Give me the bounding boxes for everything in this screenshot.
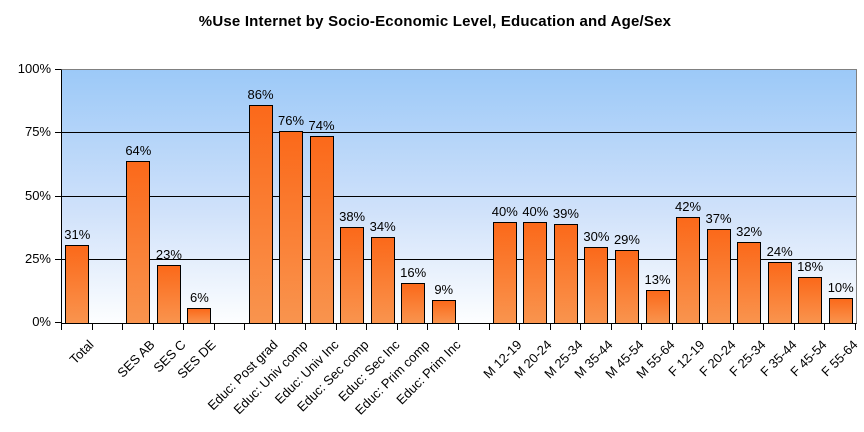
y-axis-tick-label: 0% (32, 314, 51, 329)
bar-f-45-54 (798, 277, 823, 323)
y-axis-tick-label: 75% (24, 124, 51, 140)
bar-ses-c (156, 264, 181, 323)
x-axis-tick (793, 323, 795, 330)
bar-educ-univ-comp (279, 130, 304, 323)
bar-value-label: 86% (247, 87, 274, 103)
x-axis-tick (610, 323, 612, 330)
bar-value-label: 76% (278, 112, 305, 128)
bar-m-25-34 (553, 224, 578, 323)
bar-f-55-64 (828, 297, 853, 323)
bar-ses-ab (126, 161, 151, 323)
bar-value-label: 13% (644, 272, 671, 288)
x-axis-tick (183, 323, 185, 330)
bar-value-label: 38% (339, 208, 366, 224)
x-axis-tick (824, 323, 826, 330)
x-axis-tick (580, 323, 582, 330)
bar-value-label: 6% (190, 289, 209, 305)
bar-value-label: 64% (125, 143, 152, 159)
bar-total (65, 244, 90, 323)
y-axis-tick-label: 25% (24, 250, 51, 266)
bar-m-45-54 (614, 249, 639, 323)
bar-value-label: 34% (369, 218, 396, 234)
y-axis-tick (55, 132, 61, 134)
x-axis-tick (244, 323, 246, 330)
y-axis-tick (55, 322, 61, 323)
bar-ses-de (187, 307, 212, 323)
gridline-25 (62, 258, 856, 260)
y-axis-tick-label: 100% (17, 61, 51, 76)
x-axis-tick (396, 323, 398, 330)
bar-f-20-24 (706, 229, 731, 323)
x-axis-tick (61, 323, 62, 330)
bar-f-25-34 (737, 242, 762, 323)
x-axis-tick (213, 323, 215, 330)
x-axis-tick (702, 323, 704, 330)
bar-value-label: 37% (705, 211, 732, 227)
bar-educ-prim-comp (401, 282, 426, 323)
bar-value-label: 40% (491, 203, 518, 219)
x-axis-tick (549, 323, 551, 330)
x-axis-tick (641, 323, 643, 330)
bar-educ-sec-inc (370, 236, 395, 323)
x-axis-tick (488, 323, 490, 330)
gridline-50 (62, 195, 856, 197)
bar-f-12-19 (676, 216, 701, 323)
x-axis-tick (335, 323, 337, 330)
bar-value-label: 23% (155, 246, 182, 262)
x-axis-tick (366, 323, 368, 330)
bar-value-label: 30% (583, 229, 610, 245)
x-axis-tick (855, 323, 856, 330)
x-axis-tick (274, 323, 276, 330)
x-axis-tick (732, 323, 734, 330)
plot-area: 31% 64% 23% 6% 86% 76% 74% 38% 34% 16% 9% 40% 40% 39%… (61, 69, 857, 324)
bar-educ-post-grad (248, 105, 273, 323)
bar-value-label: 32% (736, 224, 763, 240)
x-axis-tick (152, 323, 154, 330)
bar-value-label: 42% (675, 198, 702, 214)
chart-title: %Use Internet by Socio-Economic Level, E… (198, 13, 672, 30)
bar-value-label: 9% (434, 282, 454, 298)
y-axis-tick (55, 195, 61, 197)
x-axis-tick (305, 323, 307, 330)
y-axis-tick (55, 258, 61, 260)
bar-m-12-19 (492, 221, 517, 323)
gridline-75 (62, 132, 856, 134)
bar-value-label: 74% (308, 117, 335, 133)
bar-value-label: 16% (400, 264, 427, 280)
x-axis-tick (122, 323, 124, 330)
bar-m-55-64 (645, 290, 670, 323)
y-axis: 0% 25% 50% 75% 100% (0, 61, 61, 329)
bar-value-label: 31% (64, 226, 91, 242)
y-axis-tick (55, 69, 61, 70)
bar-m-20-24 (523, 221, 548, 323)
bar-f-35-44 (767, 262, 792, 323)
x-axis-tick (519, 323, 521, 330)
bar-value-label: 29% (613, 231, 640, 247)
x-axis-tick (671, 323, 673, 330)
x-axis-tick (427, 323, 429, 330)
bar-educ-prim-inc (431, 300, 456, 323)
bar-value-label: 40% (522, 203, 549, 219)
bar-educ-univ-inc (309, 135, 334, 323)
x-axis: Total SES AB SES C SES DE Educ: Post grad Edu… (61, 323, 860, 432)
y-axis-tick-label: 50% (24, 187, 51, 203)
bar-m-35-44 (584, 247, 609, 323)
bar-value-label: 18% (797, 259, 824, 275)
x-axis-tick (458, 323, 459, 330)
bar-value-label: 24% (766, 244, 793, 260)
bar-value-label: 39% (552, 206, 579, 222)
x-axis-tick (91, 323, 93, 330)
bar-value-label: 10% (827, 279, 854, 295)
x-axis-tick (763, 323, 765, 330)
bar-educ-sec-comp (340, 226, 365, 323)
